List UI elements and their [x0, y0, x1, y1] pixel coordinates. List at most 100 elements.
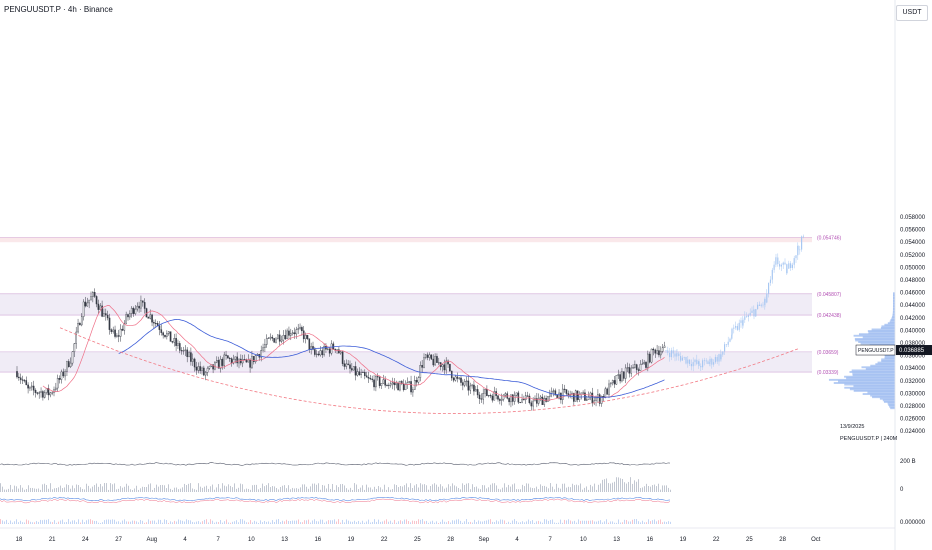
candle-body: [460, 377, 462, 383]
candle-body: [290, 333, 292, 336]
candle-body: [103, 313, 105, 317]
candle-body: [417, 377, 420, 383]
candle-body: [443, 364, 446, 371]
candle-body: [397, 382, 399, 391]
volume-bar: [104, 483, 105, 492]
histogram-bar: [546, 519, 547, 524]
histogram-bar: [556, 522, 557, 524]
candle-body: [412, 389, 414, 393]
candle-body: [425, 354, 427, 358]
profile-bar: [858, 341, 895, 344]
candle-body: [302, 330, 305, 340]
volume-bar: [182, 487, 183, 492]
histogram-bar: [408, 521, 409, 524]
histogram-bar: [534, 522, 535, 524]
histogram-bar: [302, 522, 303, 524]
histogram-bar: [636, 519, 637, 524]
volume-bar: [570, 487, 571, 492]
volume-bar: [618, 477, 619, 492]
candle-body: [18, 376, 20, 379]
candle-body: [125, 314, 127, 324]
candle-body: [510, 394, 512, 403]
candle-body: [62, 371, 65, 377]
candle-body: [617, 374, 620, 376]
volume-bar: [88, 485, 89, 492]
histogram-bar: [216, 521, 217, 524]
histogram-bar: [130, 521, 131, 524]
histogram-bar: [644, 522, 645, 524]
candle-body: [182, 350, 185, 352]
profile-bar: [867, 391, 895, 394]
histogram-bar: [118, 521, 119, 524]
candle-body: [31, 385, 33, 388]
projection-body: [740, 320, 742, 323]
candle-body: [166, 333, 168, 337]
volume-bar: [622, 478, 623, 492]
time-tick: 22: [713, 537, 720, 543]
volume-bar: [342, 483, 343, 492]
histogram-bar: [348, 520, 349, 524]
volume-bar: [340, 484, 341, 492]
zone-2: [0, 351, 812, 373]
candle-body: [203, 367, 205, 376]
histogram-bar: [108, 519, 109, 524]
histogram-bar: [322, 519, 323, 524]
histogram-bar: [36, 521, 37, 524]
histogram-bar: [324, 522, 325, 524]
volume-bar: [92, 486, 93, 492]
candle-body: [375, 376, 377, 388]
histogram-bar: [148, 519, 149, 524]
histogram-bar: [310, 522, 311, 524]
histogram-bar: [48, 519, 49, 524]
candle-body: [552, 390, 555, 392]
projection-body: [753, 309, 755, 317]
histogram-bar: [520, 522, 521, 524]
volume-bar: [344, 485, 345, 492]
candle-body: [134, 308, 137, 314]
candle-body: [373, 379, 375, 388]
candle-body: [610, 382, 612, 385]
volume-bar: [376, 488, 377, 492]
histogram-bar: [448, 521, 449, 524]
projection-body: [665, 350, 667, 351]
candle-body: [286, 330, 288, 340]
histogram-bar: [250, 520, 251, 524]
candle-body: [338, 349, 340, 354]
volume-bar: [8, 488, 9, 492]
projection-body: [676, 353, 678, 357]
histogram-bar: [628, 521, 629, 524]
volume-bar: [652, 485, 653, 492]
histogram-bar: [548, 520, 549, 524]
volume-bar: [24, 489, 25, 492]
candle-body: [221, 358, 224, 366]
candle-body: [21, 379, 24, 381]
histogram-bar: [178, 519, 179, 524]
volume-bar: [632, 483, 633, 492]
candle-body: [47, 388, 50, 396]
candle-body: [563, 388, 566, 390]
candle-body: [127, 314, 129, 318]
histogram-bar: [358, 520, 359, 524]
volume-bar: [90, 488, 91, 492]
profile-bar: [892, 300, 895, 303]
volume-bar: [492, 483, 493, 492]
histogram-bar: [186, 519, 187, 524]
candle-body: [354, 366, 357, 376]
candle-body: [650, 348, 653, 363]
profile-bar: [884, 356, 895, 359]
candle-body: [415, 380, 418, 383]
currency-selector[interactable]: USDT: [896, 5, 928, 21]
candle-body: [519, 401, 521, 403]
profile-bar: [888, 404, 895, 407]
histogram-bar: [392, 522, 393, 524]
candle-body: [119, 328, 122, 337]
candle-body: [438, 362, 440, 364]
histogram-bar: [482, 521, 483, 524]
histogram-bar: [294, 520, 295, 524]
histogram-bar: [10, 520, 11, 524]
candle-body: [600, 396, 603, 404]
volume-bar: [46, 485, 47, 492]
histogram-bar: [454, 520, 455, 524]
candle-body: [430, 354, 433, 360]
